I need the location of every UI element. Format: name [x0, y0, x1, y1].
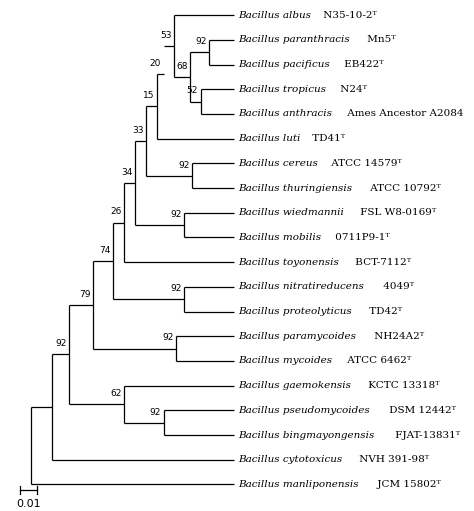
Text: ATCC 6462ᵀ: ATCC 6462ᵀ — [344, 357, 411, 365]
Text: FJAT-13831ᵀ: FJAT-13831ᵀ — [392, 431, 460, 439]
Text: 79: 79 — [80, 290, 91, 298]
Text: 92: 92 — [170, 284, 182, 293]
Text: N24ᵀ: N24ᵀ — [337, 85, 367, 94]
Text: 62: 62 — [110, 389, 122, 398]
Text: 92: 92 — [55, 339, 66, 349]
Text: BCT-7112ᵀ: BCT-7112ᵀ — [352, 258, 411, 267]
Text: Bacillus cytotoxicus: Bacillus cytotoxicus — [238, 455, 343, 464]
Text: Bacillus paranthracis: Bacillus paranthracis — [238, 35, 350, 44]
Text: 74: 74 — [100, 246, 111, 254]
Text: 26: 26 — [110, 207, 122, 217]
Text: EB422ᵀ: EB422ᵀ — [341, 60, 384, 69]
Text: Bacillus nitratireducens: Bacillus nitratireducens — [238, 283, 365, 291]
Text: Bacillus pseudomycoides: Bacillus pseudomycoides — [238, 406, 370, 415]
Text: DSM 12442ᵀ: DSM 12442ᵀ — [386, 406, 456, 415]
Text: 92: 92 — [150, 408, 161, 416]
Text: 68: 68 — [176, 62, 188, 71]
Text: Bacillus toyonensis: Bacillus toyonensis — [238, 258, 339, 267]
Text: Bacillus albus: Bacillus albus — [238, 11, 311, 19]
Text: Bacillus bingmayongensis: Bacillus bingmayongensis — [238, 431, 375, 439]
Text: Bacillus cereus: Bacillus cereus — [238, 159, 319, 168]
Text: 34: 34 — [121, 168, 132, 177]
Text: N35-10-2ᵀ: N35-10-2ᵀ — [320, 11, 377, 19]
Text: Ames Ancestor A2084: Ames Ancestor A2084 — [344, 109, 464, 119]
Text: NH24A2ᵀ: NH24A2ᵀ — [371, 332, 424, 341]
Text: 20: 20 — [150, 59, 161, 67]
Text: Bacillus wiedmannii: Bacillus wiedmannii — [238, 208, 345, 217]
Text: Mn5ᵀ: Mn5ᵀ — [364, 35, 395, 44]
Text: 52: 52 — [187, 86, 198, 96]
Text: Bacillus proteolyticus: Bacillus proteolyticus — [238, 307, 352, 316]
Text: 33: 33 — [132, 126, 144, 135]
Text: 92: 92 — [162, 334, 173, 342]
Text: Bacillus thuringiensis: Bacillus thuringiensis — [238, 183, 353, 193]
Text: Bacillus luti: Bacillus luti — [238, 134, 301, 143]
Text: 4049ᵀ: 4049ᵀ — [380, 283, 414, 291]
Text: ATCC 10792ᵀ: ATCC 10792ᵀ — [366, 183, 440, 193]
Text: 92: 92 — [179, 160, 190, 170]
Text: KCTC 13318ᵀ: KCTC 13318ᵀ — [365, 381, 440, 390]
Text: Bacillus tropicus: Bacillus tropicus — [238, 85, 327, 94]
Text: 92: 92 — [170, 210, 182, 219]
Text: 92: 92 — [195, 37, 206, 46]
Text: TD41ᵀ: TD41ᵀ — [309, 134, 345, 143]
Text: TD42ᵀ: TD42ᵀ — [366, 307, 402, 316]
Text: 15: 15 — [143, 91, 155, 100]
Text: Bacillus anthracis: Bacillus anthracis — [238, 109, 333, 119]
Text: Bacillus gaemokensis: Bacillus gaemokensis — [238, 381, 352, 390]
Text: 0.01: 0.01 — [17, 499, 41, 508]
Text: Bacillus mycoides: Bacillus mycoides — [238, 357, 333, 365]
Text: Bacillus mobilis: Bacillus mobilis — [238, 233, 322, 242]
Text: Bacillus pacificus: Bacillus pacificus — [238, 60, 330, 69]
Text: 53: 53 — [160, 31, 172, 40]
Text: 0711P9-1ᵀ: 0711P9-1ᵀ — [332, 233, 390, 242]
Text: ATCC 14579ᵀ: ATCC 14579ᵀ — [328, 159, 402, 168]
Text: Bacillus paramycoides: Bacillus paramycoides — [238, 332, 356, 341]
Text: FSL W8-0169ᵀ: FSL W8-0169ᵀ — [357, 208, 437, 217]
Text: NVH 391-98ᵀ: NVH 391-98ᵀ — [356, 455, 428, 464]
Text: JCM 15802ᵀ: JCM 15802ᵀ — [374, 480, 441, 489]
Text: Bacillus manliponensis: Bacillus manliponensis — [238, 480, 359, 489]
